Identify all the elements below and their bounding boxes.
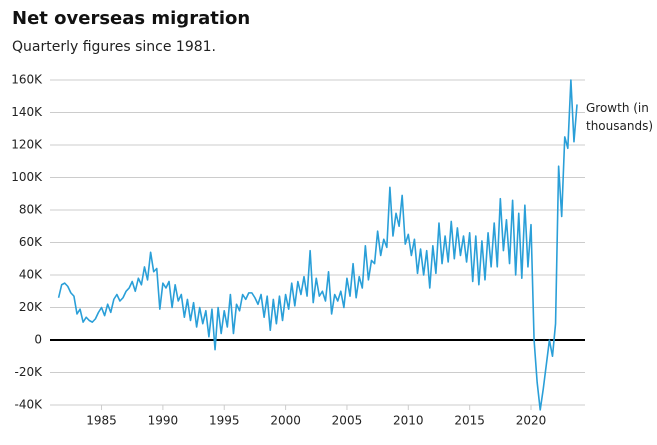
x-tick-label: 2005 bbox=[332, 414, 363, 428]
y-tick-label: 100K bbox=[11, 170, 43, 184]
y-tick-label: 80K bbox=[19, 203, 43, 217]
x-tick-label: 1985 bbox=[86, 414, 117, 428]
x-tick-label: 2000 bbox=[270, 414, 301, 428]
x-tick-label: 1990 bbox=[148, 414, 179, 428]
y-tick-label: 0 bbox=[34, 333, 42, 347]
y-tick-label: 140K bbox=[11, 105, 43, 119]
y-tick-label: 160K bbox=[11, 73, 43, 87]
legend-label: Growth (in thousands) bbox=[586, 101, 654, 133]
chart-subtitle: Quarterly figures since 1981. bbox=[12, 39, 216, 55]
y-tick-label: 40K bbox=[19, 268, 43, 282]
y-tick-label: -40K bbox=[15, 398, 44, 412]
x-tick-label: 1995 bbox=[209, 414, 240, 428]
y-tick-label: 20K bbox=[19, 300, 43, 314]
x-tick-label: 2010 bbox=[393, 414, 424, 428]
x-tick-label: 2015 bbox=[454, 414, 485, 428]
chart-title: Net overseas migration bbox=[12, 8, 251, 29]
data-line bbox=[57, 79, 578, 411]
y-tick-label: -20K bbox=[15, 365, 44, 379]
y-tick-label: 60K bbox=[19, 235, 43, 249]
x-tick-label: 2020 bbox=[516, 414, 547, 428]
y-tick-label: 120K bbox=[11, 138, 43, 152]
